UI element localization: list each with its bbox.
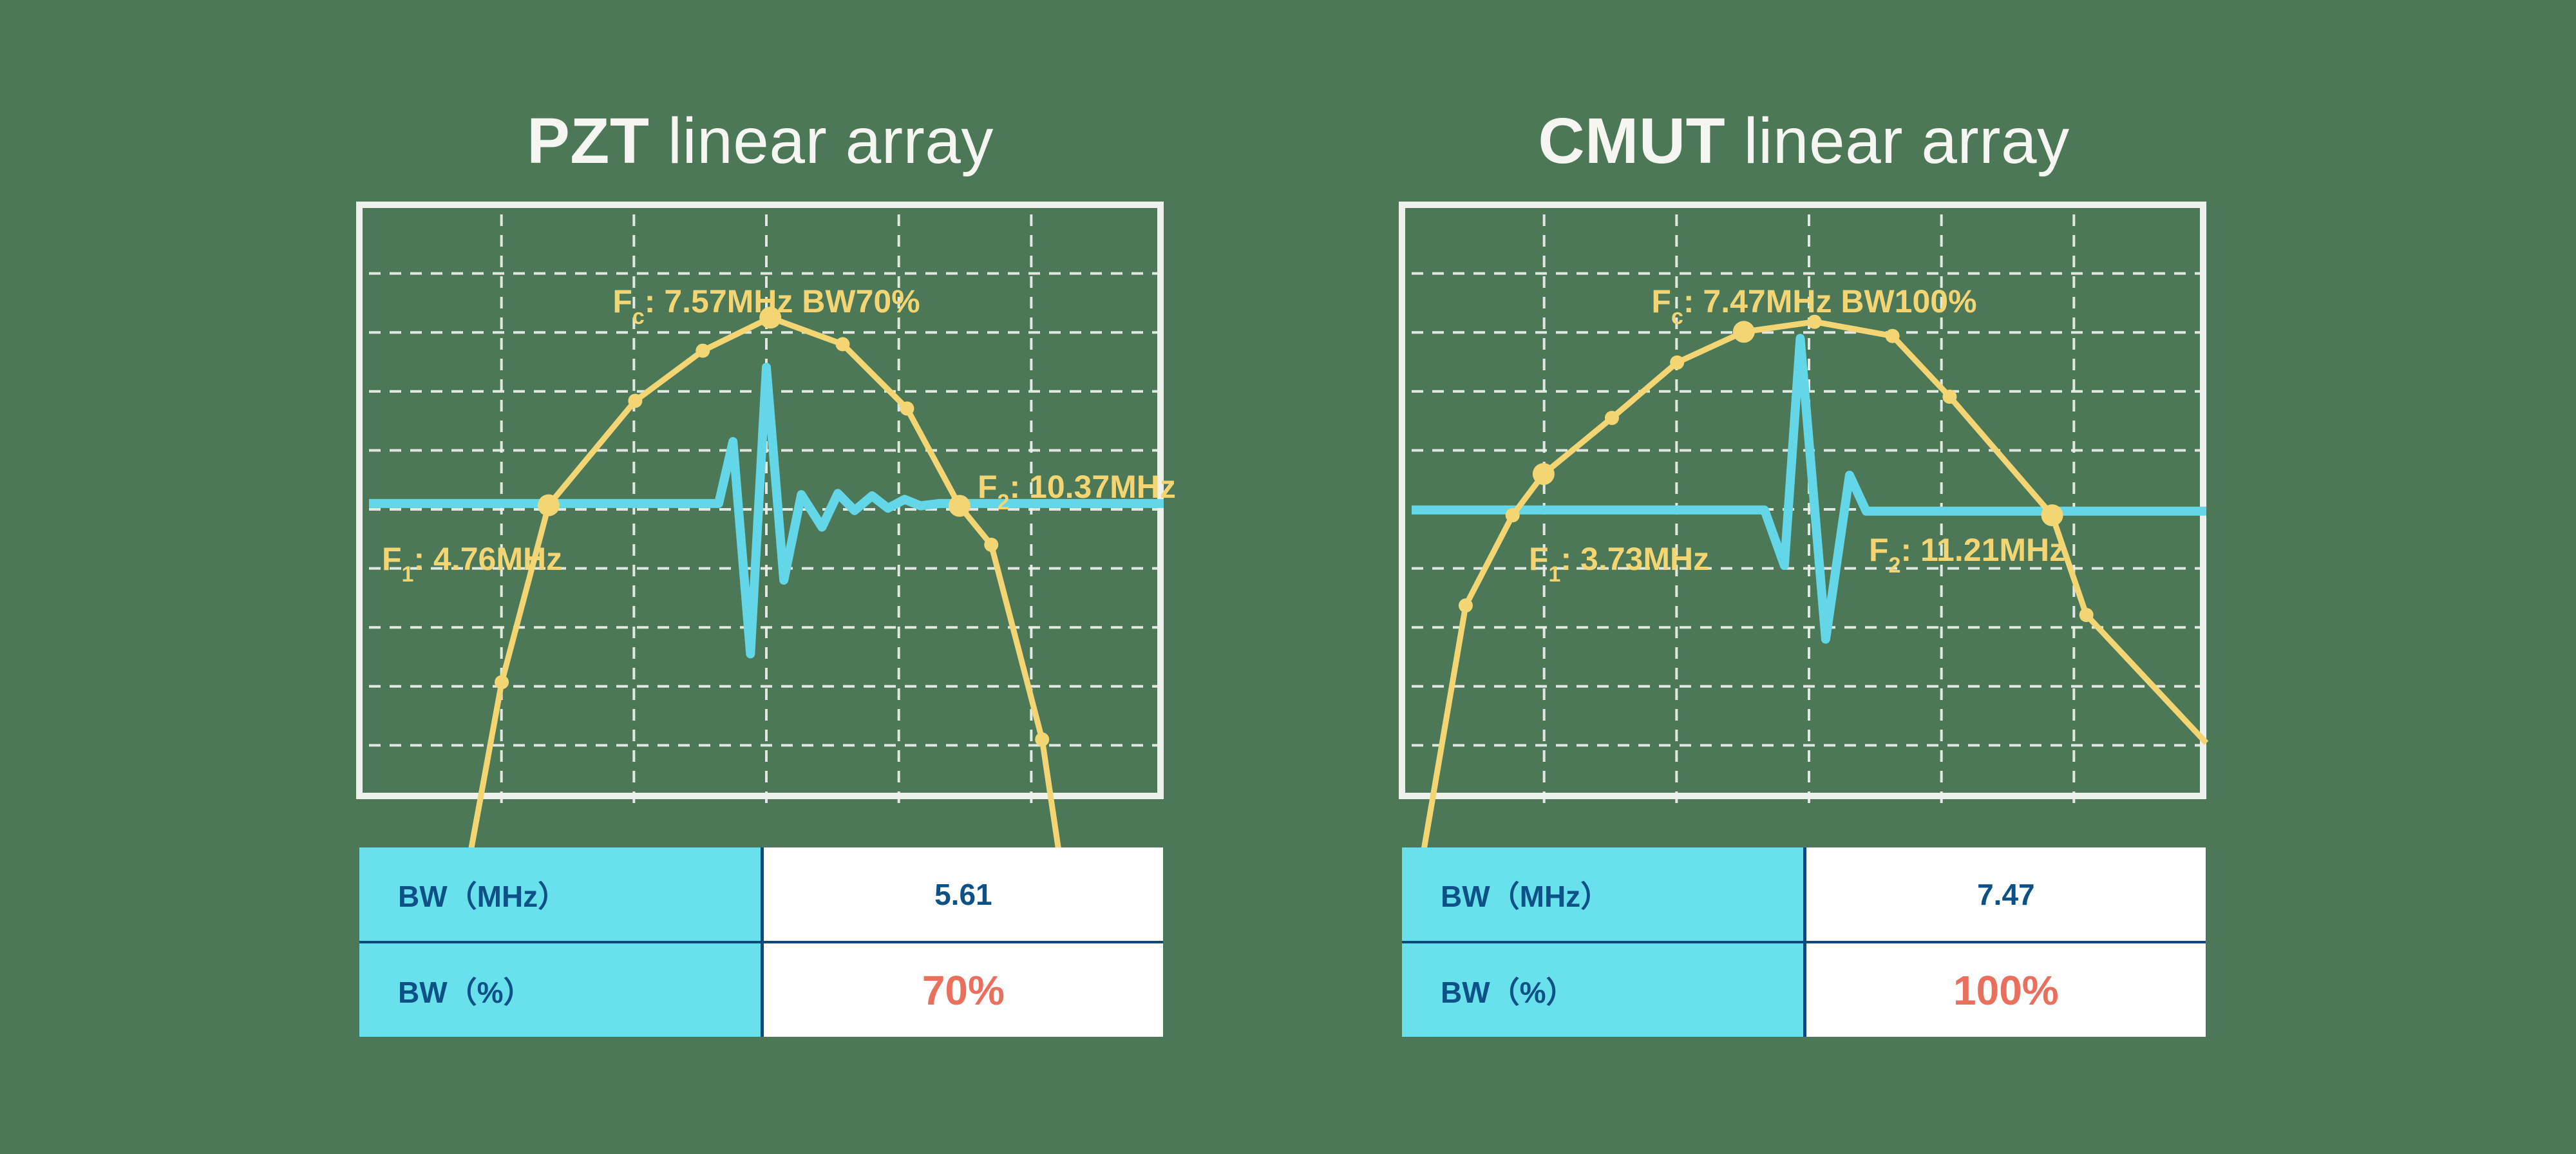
- svg-text:F1: 4.76MHz: F1: 4.76MHz: [382, 541, 562, 587]
- svg-text:F1: 3.73MHz: F1: 3.73MHz: [1529, 541, 1709, 587]
- svg-text:F2: 11.21MHz: F2: 11.21MHz: [1869, 532, 2065, 578]
